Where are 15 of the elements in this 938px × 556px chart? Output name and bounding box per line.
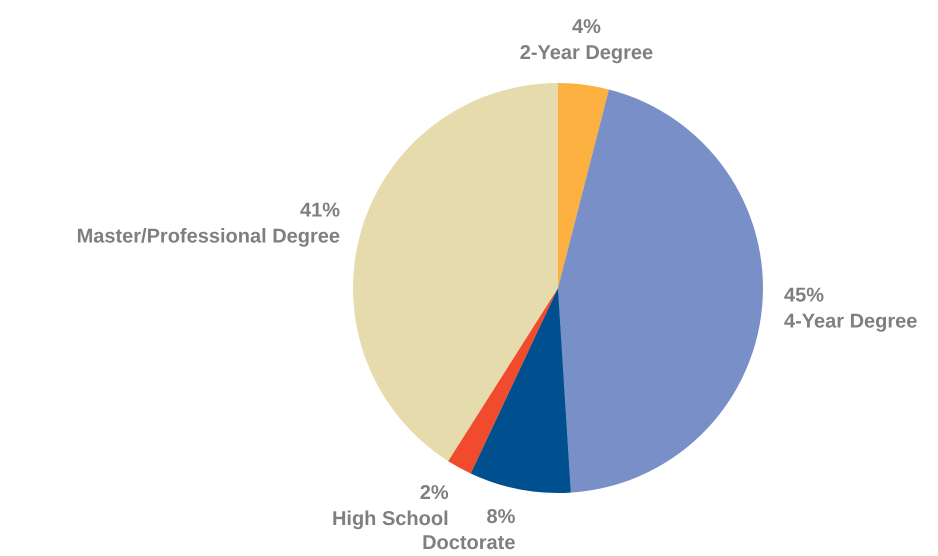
data-label: 8% <box>486 506 516 528</box>
slice-label: High School <box>332 508 449 530</box>
pie-slice <box>558 83 609 288</box>
data-label: 41% <box>300 200 340 222</box>
slice-label: Doctorate <box>422 532 516 554</box>
slice-label: 2-Year Degree <box>520 42 654 64</box>
pie-slice <box>353 83 558 462</box>
data-label: 2% <box>420 482 449 504</box>
pie-slice <box>558 89 763 493</box>
slice-label: Master/Professional Degree <box>76 226 340 248</box>
pie-slice <box>448 288 558 474</box>
slice-label: 4-Year Degree <box>784 310 918 332</box>
pie-slice <box>470 288 571 493</box>
data-label: 45% <box>784 284 824 306</box>
data-label: 4% <box>572 16 602 38</box>
